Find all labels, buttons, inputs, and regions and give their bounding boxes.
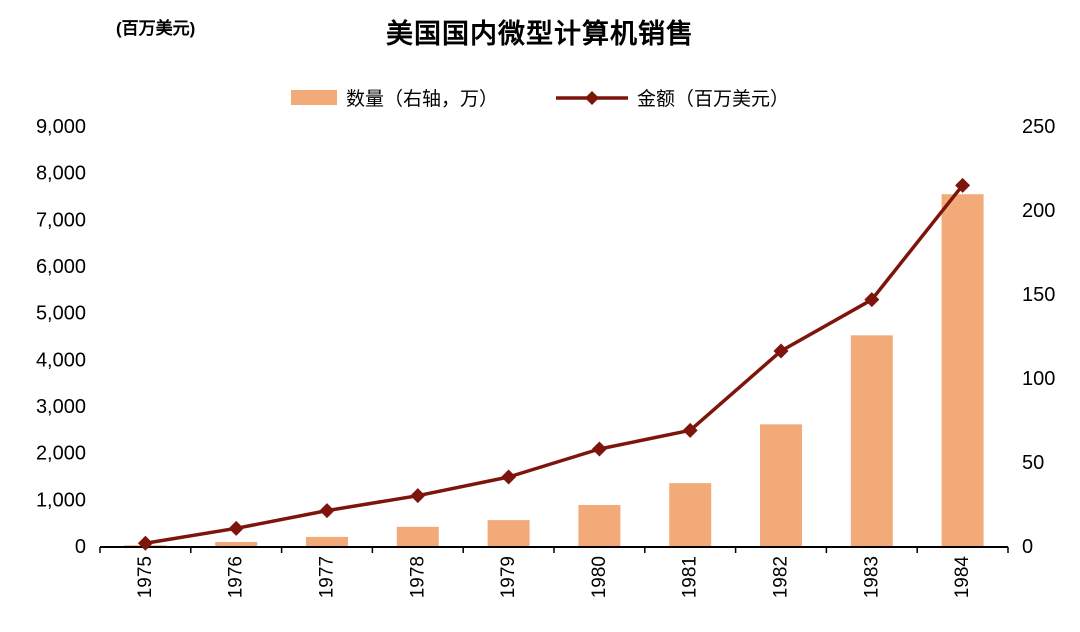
chart-title: 美国国内微型计算机销售 (386, 19, 694, 49)
x-axis-year-label: 1979 (498, 556, 519, 598)
line-marker-diamond-icon (591, 441, 607, 457)
right-axis-tick-label: 50 (1022, 452, 1044, 474)
legend-item-amount: 金额（百万美元） (556, 84, 789, 111)
legend-quantity-label: 数量（右轴，万） (345, 89, 498, 110)
left-axis-tick-label: 3,000 (36, 396, 86, 418)
left-axis-tick-label: 1,000 (36, 489, 86, 511)
right-axis-tick-label: 0 (1022, 536, 1033, 558)
right-axis-tick-label: 100 (1022, 368, 1055, 390)
left-axis-tick-label: 2,000 (36, 443, 86, 465)
bar (306, 536, 348, 547)
legend-amount-label: 金额（百万美元） (637, 89, 790, 110)
right-axis-tick-label: 250 (1022, 116, 1055, 138)
right-axis-tick-label: 150 (1022, 284, 1055, 306)
bar (396, 526, 439, 547)
left-axis-tick-label: 0 (75, 536, 86, 558)
bar (760, 424, 802, 547)
line-marker-diamond-icon (137, 535, 153, 551)
bar (487, 520, 530, 547)
line-marker-diamond-icon (501, 469, 517, 485)
line-marker-diamond-icon (864, 292, 880, 308)
left-axis-tick-label: 8,000 (36, 163, 86, 185)
x-axis-year-label: 1983 (861, 556, 882, 598)
legend-item-quantity: 数量（右轴，万） (290, 84, 498, 111)
legend-bar-swatch (290, 90, 337, 105)
bar (669, 483, 712, 547)
x-axis-year-label: 1978 (407, 556, 428, 598)
bar (850, 335, 893, 547)
x-axis-year-label: 1977 (317, 556, 338, 598)
x-axis-year-label: 1981 (680, 556, 701, 598)
x-axis-year-label: 1975 (135, 556, 156, 598)
bar (215, 541, 258, 547)
bar (941, 194, 984, 547)
legend-line-swatch (556, 90, 628, 105)
left-axis-tick-label: 4,000 (36, 349, 86, 371)
right-axis-tick-label: 200 (1022, 200, 1055, 222)
x-axis-year-label: 1982 (771, 556, 792, 598)
line-series (145, 184, 964, 545)
legend: 数量（右轴，万） 金额（百万美元） (0, 84, 1080, 111)
x-axis-year-label: 1984 (952, 556, 973, 599)
line-marker-diamond-icon (682, 422, 698, 438)
line-marker-diamond-icon (955, 177, 971, 193)
left-axis-tick-label: 6,000 (36, 256, 86, 278)
line-marker-diamond-icon (228, 520, 244, 536)
line-marker-diamond-icon (410, 488, 426, 504)
left-axis-tick-label: 5,000 (36, 303, 86, 325)
left-axis-tick-label: 9,000 (36, 116, 86, 138)
bar (578, 505, 621, 547)
legend-line-diamond-icon (585, 90, 599, 105)
line-marker-diamond-icon (773, 343, 789, 359)
line-marker-diamond-icon (319, 503, 335, 519)
axis-unit-label: (百万美元) (116, 19, 196, 38)
x-axis-year-label: 1976 (226, 556, 247, 598)
left-axis-tick-label: 7,000 (36, 209, 86, 231)
x-axis-year-label: 1980 (589, 556, 610, 598)
